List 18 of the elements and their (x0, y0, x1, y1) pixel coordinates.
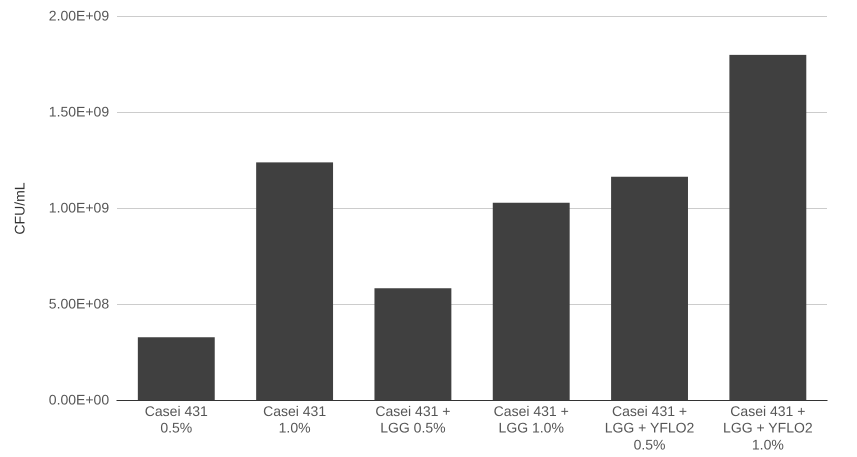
bar (138, 337, 215, 400)
bar (611, 176, 688, 400)
y-tick-label: 2.00E+09 (48, 7, 110, 24)
bar (374, 288, 452, 400)
x-tick-label: Casei 431 + LGG + YFLO2 0.5% (604, 402, 695, 452)
x-tick-label: Casei 431 + LGG + YFLO2 1.0% (723, 402, 813, 452)
x-tick-label: Casei 431 + LGG 1.0% (494, 402, 569, 436)
y-tick-label: 1.00E+09 (48, 199, 110, 216)
x-tick-label: Casei 431 + LGG 0.5% (375, 402, 450, 436)
bar (256, 162, 334, 400)
y-tick-label: 1.50E+09 (48, 103, 110, 120)
x-tick-label: Casei 431 0.5% (144, 402, 208, 436)
bar (729, 54, 806, 400)
y-tick-label: 0.00E+00 (48, 391, 110, 408)
y-tick-label: 5.00E+08 (48, 295, 110, 312)
bar (492, 202, 570, 400)
y-axis-title: CFU/mL (11, 182, 28, 235)
x-tick-label: Casei 431 1.0% (263, 402, 326, 436)
